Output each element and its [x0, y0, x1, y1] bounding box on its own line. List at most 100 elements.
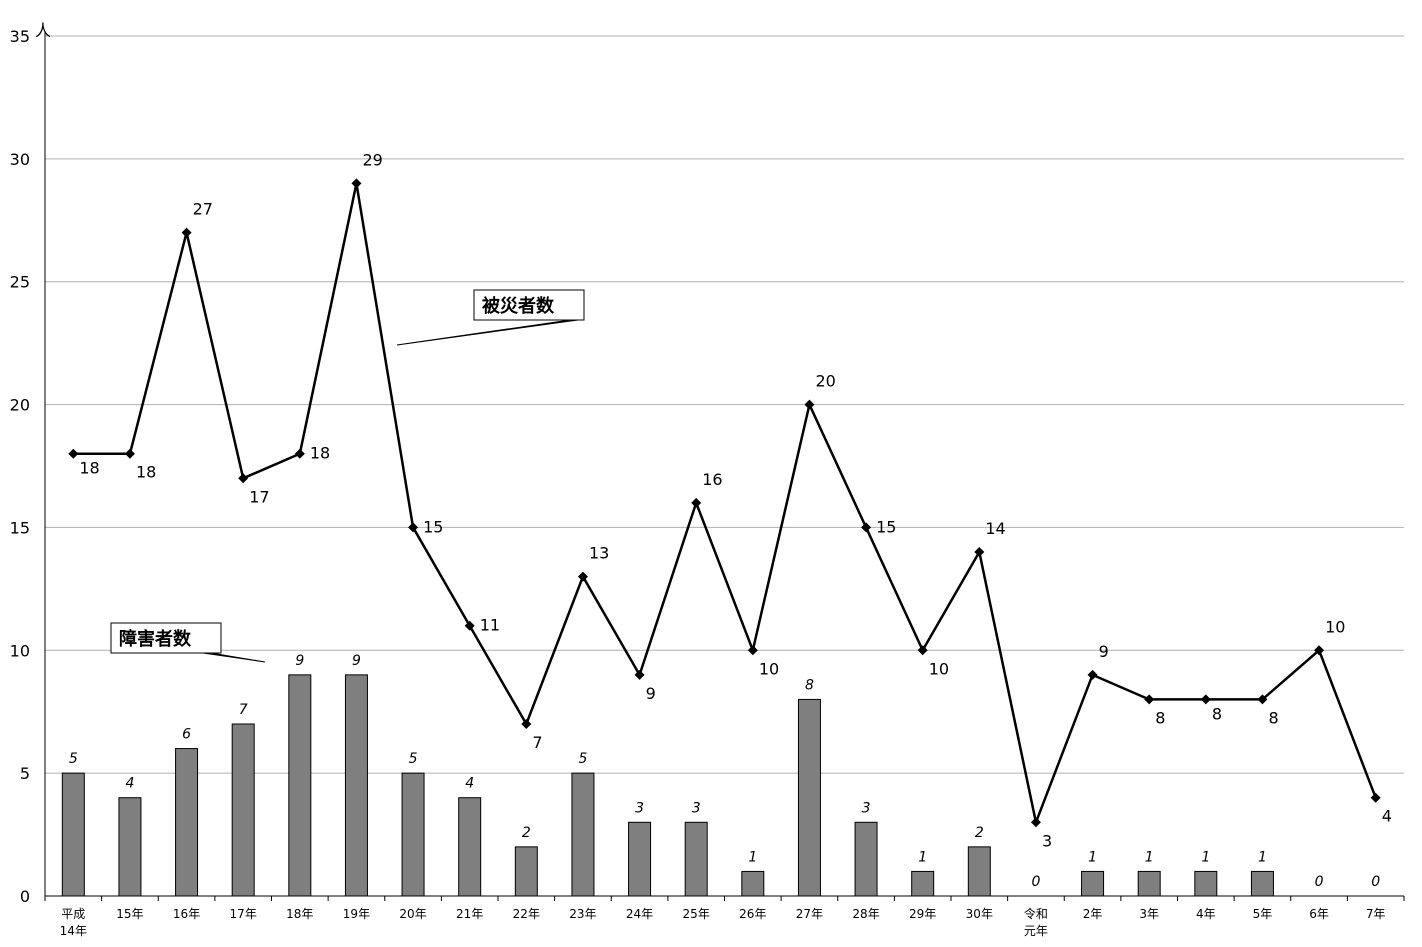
line-marker — [125, 449, 135, 459]
bar-data-label: 5 — [409, 751, 418, 767]
y-tick-label: 15 — [10, 518, 30, 537]
line-data-label: 4 — [1382, 807, 1392, 826]
line-marker — [918, 645, 928, 655]
line-marker — [68, 449, 78, 459]
y-tick-label: 10 — [10, 641, 30, 660]
x-tick-label: 7年 — [1366, 907, 1386, 921]
bar-data-label: 1 — [748, 849, 757, 865]
line-marker — [748, 645, 758, 655]
bar-data-label: 4 — [465, 776, 474, 792]
line-marker — [238, 473, 248, 483]
line-marker — [182, 228, 192, 238]
bar-data-label: 1 — [1258, 849, 1267, 865]
bar — [345, 675, 367, 896]
y-tick-label: 5 — [20, 764, 30, 783]
x-tick-label: 24年 — [626, 907, 653, 921]
series-callout-tail — [397, 320, 578, 345]
line-data-label: 13 — [589, 544, 609, 563]
bar — [232, 724, 254, 896]
bar-data-label: 9 — [352, 653, 361, 669]
grid-layer — [45, 36, 1404, 773]
bar-data-label: 1 — [1088, 849, 1097, 865]
line-data-label: 14 — [985, 519, 1005, 538]
line-marker — [351, 178, 361, 188]
x-tick-label: 6年 — [1309, 907, 1329, 921]
bar-data-label: 0 — [1031, 874, 1040, 890]
bar — [1251, 871, 1273, 896]
bar — [629, 822, 651, 896]
x-tick-label: 29年 — [909, 907, 936, 921]
y-tick-label: 0 — [20, 887, 30, 906]
line-data-label: 8 — [1212, 704, 1222, 723]
line-data-label: 9 — [1099, 642, 1109, 661]
bar-data-label: 3 — [692, 800, 701, 816]
x-tick-label: 28年 — [852, 907, 879, 921]
bar — [289, 675, 311, 896]
bar-data-label: 0 — [1315, 874, 1324, 890]
line-data-label: 20 — [815, 372, 835, 391]
bar-data-label: 3 — [862, 800, 871, 816]
line-marker — [1144, 694, 1154, 704]
line-data-label: 3 — [1042, 831, 1052, 850]
bar — [402, 773, 424, 896]
line-data-label: 7 — [532, 733, 542, 752]
x-tick-label: 26年 — [739, 907, 766, 921]
line-marker — [691, 498, 701, 508]
line-data-label: 15 — [876, 517, 896, 536]
line-data-label: 10 — [1325, 617, 1345, 636]
x-tick-label: 14年 — [60, 924, 87, 938]
bar — [685, 822, 707, 896]
x-tick-label: 18年 — [286, 907, 313, 921]
x-tick-label: 令和 — [1024, 906, 1048, 921]
bar — [1082, 871, 1104, 896]
x-tick-label: 4年 — [1196, 907, 1216, 921]
x-tick-label: 23年 — [569, 907, 596, 921]
line-marker — [1031, 817, 1041, 827]
x-tick-label: 3年 — [1139, 907, 1159, 921]
bar — [798, 699, 820, 896]
bar-data-label: 1 — [1201, 849, 1210, 865]
line-marker — [1371, 793, 1381, 803]
callout-layer: 被災者数障害者数 — [111, 290, 584, 662]
line-data-label: 10 — [929, 659, 949, 678]
line-marker — [295, 449, 305, 459]
x-tick-label: 2年 — [1083, 907, 1103, 921]
bar — [62, 773, 84, 896]
line-data-label: 27 — [193, 200, 213, 219]
line-data-label: 15 — [423, 517, 443, 536]
line-data-label: 10 — [759, 659, 779, 678]
x-tick-label: 平成 — [61, 907, 85, 921]
x-tick-label: 22年 — [513, 907, 540, 921]
line-data-label: 18 — [310, 444, 330, 463]
bar — [572, 773, 594, 896]
line-marker — [861, 522, 871, 532]
line-marker — [1088, 670, 1098, 680]
line-data-label: 11 — [480, 616, 500, 635]
bar-data-label: 3 — [635, 800, 644, 816]
x-tick-label: 5年 — [1253, 907, 1273, 921]
line-data-label: 8 — [1268, 708, 1278, 727]
x-tick-label: 19年 — [343, 907, 370, 921]
x-tick-label: 元年 — [1024, 924, 1048, 938]
label-layer: 54679 954253 31831201 1 1 10 018 18271718291511… — [69, 150, 1392, 890]
line-marker — [1201, 694, 1211, 704]
bar-data-label: 6 — [182, 727, 191, 743]
bar — [1138, 871, 1160, 896]
line-marker — [408, 522, 418, 532]
y-unit-label: 人 — [35, 21, 51, 40]
y-tick-label: 30 — [10, 150, 30, 169]
line-data-label: 17 — [249, 487, 269, 506]
bar-data-label: 1 — [918, 849, 927, 865]
series-callout-text: 障害者数 — [119, 628, 192, 650]
line-data-label: 9 — [646, 684, 656, 703]
line-data-label: 29 — [362, 150, 382, 169]
bar-data-label: 8 — [805, 677, 814, 693]
x-tick-label: 16年 — [173, 907, 200, 921]
series-callout: 障害者数 — [111, 623, 265, 662]
y-tick-label: 35 — [10, 27, 30, 46]
bar — [968, 847, 990, 896]
bar — [742, 871, 764, 896]
y-tick-label: 25 — [10, 273, 30, 292]
